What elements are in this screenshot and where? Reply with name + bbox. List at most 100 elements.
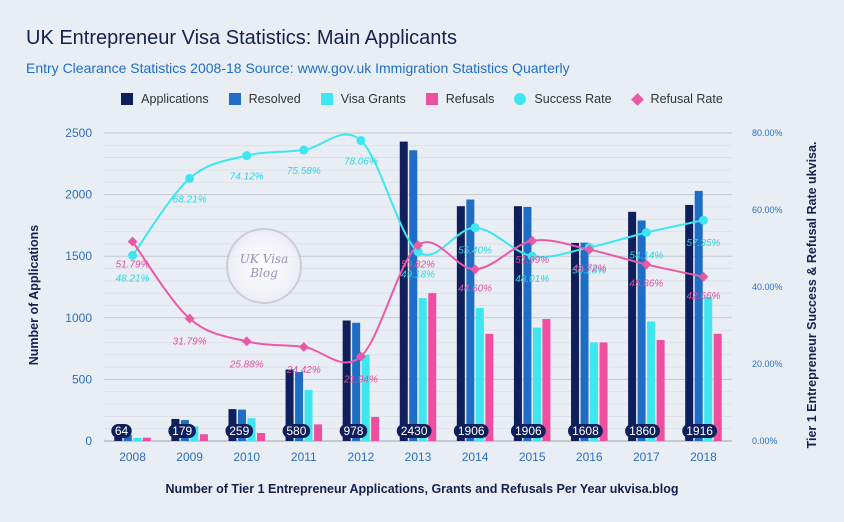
data-label-applications: 179 [172,424,192,438]
bar-refusals [256,432,265,441]
data-label-success-rate: 75.58% [287,166,321,177]
y-tick-left: 2500 [65,126,92,140]
legend-item-resolved[interactable]: Resolved [228,92,301,106]
legend: Applications Resolved Visa Grants Refusa… [0,92,844,106]
legend-swatch-success-rate [514,93,527,105]
bar-refusals [314,424,323,441]
data-label-applications: 1906 [458,424,485,438]
bar-visa-grants [361,354,370,441]
bar-visa-grants [647,321,656,441]
bar-refusals [713,333,722,441]
x-tick-label: 2008 [119,450,146,464]
data-label-success-rate: 78.06% [344,156,378,167]
bar-applications [342,320,351,441]
x-tick-label: 2012 [348,450,375,464]
bar-visa-grants [133,437,142,441]
data-label-applications: 64 [115,424,129,438]
x-tick-label: 2018 [690,450,717,464]
bar-applications [285,369,294,441]
line-success-rate [131,133,704,258]
x-tick-label: 2017 [633,450,660,464]
legend-item-success-rate[interactable]: Success Rate [514,92,612,106]
data-label-bg-applications [625,424,660,438]
bar-applications [571,242,580,441]
legend-label-refusal-rate: Refusal Rate [650,92,723,106]
point-success-rate [641,228,651,238]
bar-applications [628,211,637,441]
bar-resolved [694,190,703,441]
legend-item-applications[interactable]: Applications [121,92,209,106]
x-axis-label: Number of Tier 1 Entrepreneur Applicatio… [165,482,679,496]
data-label-refusal-rate: 25.88% [229,359,264,370]
y-tick-left: 0 [85,434,92,448]
bar-resolved [295,372,304,441]
data-label-bg-applications [339,424,368,438]
data-label-bg-applications [111,424,132,438]
y-tick-right: 40.00% [752,282,783,292]
bar-applications [513,206,522,441]
bar-visa-grants [418,298,427,441]
bar-resolved [637,220,646,441]
y-tick-left: 2000 [65,188,92,202]
bar-applications [399,141,408,441]
data-label-success-rate: 57.35% [686,238,720,249]
legend-item-refusals[interactable]: Refusals [425,92,495,106]
bar-resolved [466,199,475,441]
y-axis-right-label: Tier 1 Entrepreneur Success & Refusal Ra… [805,141,819,449]
data-label-bg-applications [225,424,254,438]
y-tick-right: 80.00% [752,128,783,138]
y-tick-right: 20.00% [752,359,783,369]
bar-resolved [523,206,532,441]
x-tick-label: 2009 [176,450,203,464]
y-tick-left: 500 [72,372,92,386]
y-tick-left: 1000 [65,311,92,325]
x-tick-label: 2013 [405,450,432,464]
legend-label-resolved: Resolved [248,92,301,106]
bar-refusals [485,333,494,441]
bar-visa-grants [590,342,599,441]
point-success-rate [698,215,708,225]
chart-subtitle: Entry Clearance Statistics 2008-18 Sourc… [26,60,570,76]
legend-item-visa-grants[interactable]: Visa Grants [320,92,406,106]
data-label-bg-applications [168,424,196,438]
data-label-success-rate: 68.21% [173,194,207,205]
data-label-applications: 580 [286,424,306,438]
legend-label-refusals: Refusals [445,92,495,106]
data-label-refusal-rate: 21.94% [343,375,378,386]
data-label-applications: 978 [343,424,363,438]
bar-refusals [542,319,551,441]
point-refusal-rate [241,336,252,347]
legend-swatch-resolved [228,93,241,105]
bar-refusals [428,293,437,441]
point-refusal-rate [527,235,538,246]
bar-applications [456,206,465,441]
data-label-bg-applications [282,424,311,438]
data-label-success-rate: 55.40% [458,246,492,257]
bar-resolved [409,150,418,442]
point-success-rate [470,223,480,233]
data-label-success-rate: 48.01% [515,274,549,285]
data-label-refusal-rate: 42.66% [686,291,720,302]
bar-refusals [656,339,665,441]
x-tick-label: 2014 [462,450,489,464]
bar-refusals [142,437,151,441]
data-label-bg-applications [510,424,546,438]
point-success-rate [242,151,252,161]
legend-label-visa-grants: Visa Grants [340,92,406,106]
data-label-refusal-rate: 49.72% [572,264,606,275]
data-label-bg-applications [682,424,718,438]
data-label-applications: 1906 [515,424,542,438]
data-label-applications: 1860 [629,424,656,438]
point-refusal-rate [413,240,423,251]
data-label-applications: 259 [229,424,249,438]
bar-refusals [199,434,208,441]
data-label-refusal-rate: 44.60% [458,283,492,294]
data-label-success-rate: 49.18% [401,270,435,281]
data-label-refusal-rate: 24.42% [286,365,321,376]
data-label-success-rate: 50.28% [572,265,606,276]
x-tick-label: 2011 [291,450,317,464]
legend-label-success-rate: Success Rate [534,92,612,106]
legend-item-refusal-rate[interactable]: Refusal Rate [630,92,723,106]
point-success-rate [527,251,537,261]
point-refusal-rate [698,271,709,282]
